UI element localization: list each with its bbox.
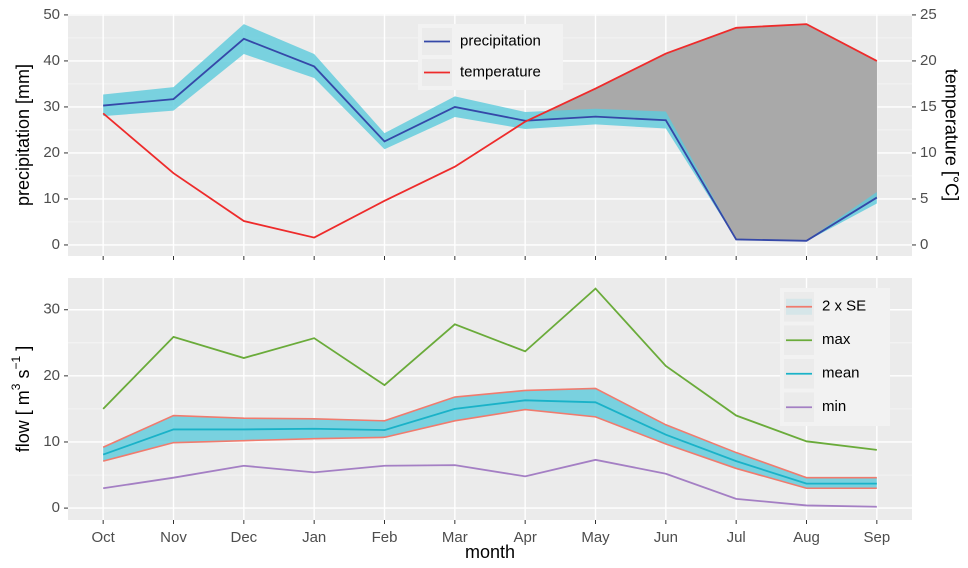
y2-tick-label: 20 (920, 52, 937, 69)
x-tick-label: Mar (442, 529, 468, 546)
y-axis-title-part: s (13, 369, 33, 383)
series-line (102, 287, 877, 451)
y-tick-label: 20 (43, 144, 60, 161)
y-axis-title-part: flow [ m (13, 390, 33, 452)
y-axis-title-part: −1 (9, 355, 23, 369)
x-axis-title: month (465, 542, 515, 562)
band-line (102, 387, 877, 479)
x-tick-label: Jun (654, 529, 678, 546)
legend-label: mean (822, 365, 860, 382)
y2-tick-label: 5 (920, 190, 928, 207)
x-tick-label: Sep (863, 529, 890, 546)
y-tick-label: 50 (43, 6, 60, 23)
y-tick-label: 0 (52, 236, 60, 253)
y2-tick-label: 15 (920, 98, 937, 115)
y-tick-label: 0 (52, 499, 60, 516)
y-tick-label: 10 (43, 433, 60, 450)
y-tick-label: 30 (43, 98, 60, 115)
y2-tick-label: 0 (920, 236, 928, 253)
y-axis-title-part: ] (13, 346, 33, 356)
legend-label: min (822, 398, 846, 415)
x-tick-label: May (581, 529, 610, 546)
x-tick-label: Jul (727, 529, 746, 546)
x-tick-label: Feb (372, 529, 398, 546)
legend-label: temperature (460, 63, 541, 80)
y-tick-label: 40 (43, 52, 60, 69)
series-line (103, 37, 878, 242)
y2-tick-label: 10 (920, 144, 937, 161)
error-band (103, 388, 877, 489)
y2-tick-label: 25 (920, 6, 937, 23)
x-tick-label: Apr (513, 529, 536, 546)
y-tick-label: 20 (43, 367, 60, 384)
band-line (102, 408, 877, 490)
legend-label: 2 x SE (822, 298, 866, 315)
y2-axis-title: temperature [°C] (941, 69, 961, 201)
x-tick-label: Jan (302, 529, 326, 546)
series-line (102, 23, 878, 239)
y-tick-label: 30 (43, 301, 60, 318)
x-tick-label: Dec (230, 529, 257, 546)
y-tick-label: 10 (43, 190, 60, 207)
x-tick-label: Aug (793, 529, 820, 546)
x-tick-label: Oct (91, 529, 115, 546)
legend-label: max (822, 331, 851, 348)
x-tick-label: Nov (160, 529, 187, 546)
y-axis-title: precipitation [mm] (13, 64, 33, 206)
y-axis-title: flow [ m3 s−1 ] (9, 346, 33, 452)
legend-label: precipitation (460, 32, 541, 49)
series-line (103, 458, 877, 508)
y-axis-title-part: 3 (9, 383, 23, 390)
series-line (102, 399, 877, 485)
